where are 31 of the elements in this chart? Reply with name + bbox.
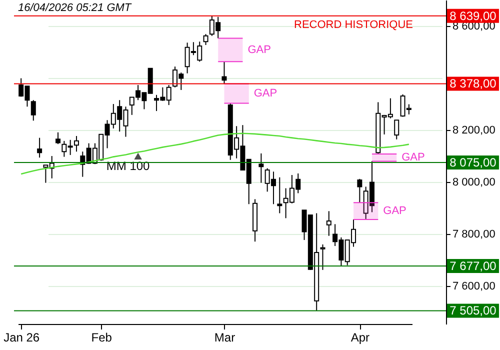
candlestick xyxy=(277,176,282,214)
x-tick-label: Apr xyxy=(350,330,370,344)
x-tick-label: Mar xyxy=(214,330,236,344)
ref-line-label: 7 677,00 xyxy=(450,259,497,274)
candlestick xyxy=(258,152,264,184)
band-label: GAP xyxy=(254,87,278,100)
candlestick xyxy=(394,120,400,140)
x-tick-label: Feb xyxy=(91,330,112,344)
ref-line-label: 8 075,00 xyxy=(450,156,497,170)
candlestick xyxy=(320,244,326,270)
band-label: GAP xyxy=(383,205,406,218)
band-label: GAP xyxy=(402,152,425,164)
candlestick xyxy=(357,178,362,204)
candlestick xyxy=(74,135,79,152)
ref-line-label: 7 505,00 xyxy=(450,304,497,318)
y-tick-label: 8 200,00 xyxy=(452,124,496,137)
candlestick xyxy=(30,100,36,122)
candlestick xyxy=(56,132,61,145)
candlestick xyxy=(203,34,208,46)
band-label: GAP xyxy=(248,44,271,56)
y-tick-label: 8 000,00 xyxy=(452,176,496,189)
ref-line-label: 8 639,00 xyxy=(450,8,497,23)
y-tick-label: 7 800,00 xyxy=(452,228,496,241)
candlestick xyxy=(326,210,332,236)
candlestick xyxy=(222,61,227,84)
y-tick-label: 7 600,00 xyxy=(452,280,496,293)
candlestick xyxy=(37,137,42,158)
x-tick-label: Jan 26 xyxy=(4,330,40,344)
annotation: RECORD HISTORIQUE xyxy=(294,18,413,31)
ref-line-label: 8 378,00 xyxy=(450,76,497,91)
chart-title: 16/04/2026 05:21 GMT xyxy=(18,2,132,14)
